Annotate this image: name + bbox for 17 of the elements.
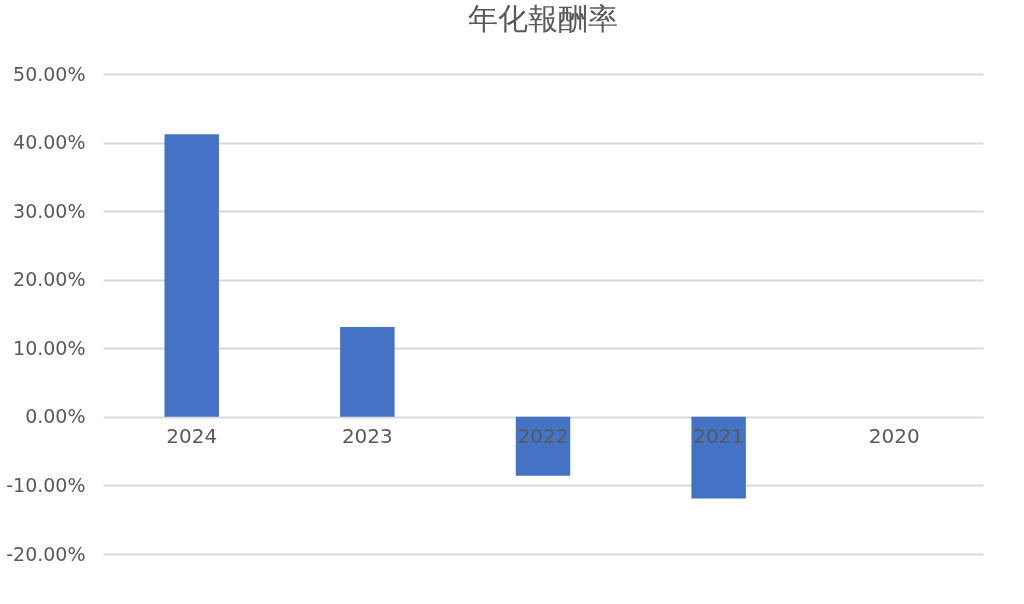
y-tick-label: 10.00% [13,336,86,359]
y-tick-label: 30.00% [13,199,86,222]
bar [691,416,746,499]
y-tick-label: -20.00% [6,542,86,565]
y-tick-label: 0.00% [25,405,86,428]
y-tick-label: 50.00% [13,62,86,85]
y-tick-label: 40.00% [13,131,86,154]
x-tick-label: 2024 [166,424,218,449]
x-tick-label: 2023 [341,424,393,449]
chart-title: 年化報酬率 [468,2,618,35]
y-tick-label: -10.00% [6,473,86,496]
x-tick-label: 2020 [868,424,920,449]
bar [164,134,219,417]
bar [340,327,395,417]
x-tick-label: 2022 [517,424,569,449]
x-tick-label: 2021 [693,424,745,449]
y-tick-label: 20.00% [13,268,86,291]
